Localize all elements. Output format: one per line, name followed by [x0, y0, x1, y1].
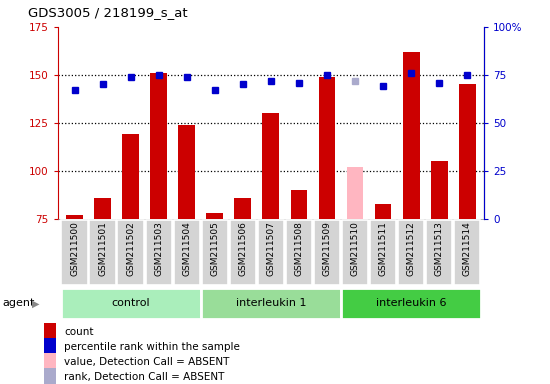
Text: count: count	[64, 327, 94, 337]
Text: GSM211502: GSM211502	[126, 221, 135, 276]
Bar	[44, 338, 56, 356]
FancyBboxPatch shape	[398, 220, 424, 285]
FancyBboxPatch shape	[258, 220, 284, 285]
Bar	[150, 73, 167, 219]
Text: GSM211506: GSM211506	[238, 221, 248, 276]
FancyBboxPatch shape	[286, 220, 312, 285]
FancyBboxPatch shape	[90, 220, 116, 285]
FancyBboxPatch shape	[342, 220, 368, 285]
Bar	[178, 125, 195, 219]
Bar	[262, 113, 279, 219]
Bar	[403, 52, 420, 219]
Bar	[290, 190, 307, 219]
Text: GSM211505: GSM211505	[210, 221, 219, 276]
Text: percentile rank within the sample: percentile rank within the sample	[64, 342, 240, 352]
FancyBboxPatch shape	[174, 220, 200, 285]
Text: GSM211508: GSM211508	[294, 221, 304, 276]
FancyBboxPatch shape	[201, 288, 341, 319]
Bar	[346, 167, 364, 219]
Bar	[459, 84, 476, 219]
Bar	[66, 215, 83, 219]
Text: GSM211503: GSM211503	[154, 221, 163, 276]
Text: GSM211511: GSM211511	[378, 221, 388, 276]
Bar	[44, 367, 56, 384]
Bar	[206, 213, 223, 219]
Text: GSM211500: GSM211500	[70, 221, 79, 276]
FancyBboxPatch shape	[230, 220, 256, 285]
FancyBboxPatch shape	[426, 220, 452, 285]
Text: interleukin 1: interleukin 1	[235, 298, 306, 308]
Text: GDS3005 / 218199_s_at: GDS3005 / 218199_s_at	[28, 6, 188, 19]
FancyBboxPatch shape	[454, 220, 480, 285]
Text: control: control	[111, 298, 150, 308]
Text: ▶: ▶	[32, 298, 40, 308]
Text: GSM211501: GSM211501	[98, 221, 107, 276]
Text: rank, Detection Call = ABSENT: rank, Detection Call = ABSENT	[64, 372, 225, 382]
Bar	[234, 198, 251, 219]
FancyBboxPatch shape	[60, 288, 201, 319]
Text: agent: agent	[3, 298, 35, 308]
Bar	[375, 204, 392, 219]
FancyBboxPatch shape	[370, 220, 396, 285]
FancyBboxPatch shape	[118, 220, 144, 285]
Text: GSM211514: GSM211514	[463, 221, 472, 276]
Text: GSM211513: GSM211513	[434, 221, 444, 276]
Bar	[44, 353, 56, 371]
Text: GSM211510: GSM211510	[350, 221, 360, 276]
Text: GSM211512: GSM211512	[406, 221, 416, 276]
Bar	[431, 161, 448, 219]
Bar	[122, 134, 139, 219]
FancyBboxPatch shape	[146, 220, 172, 285]
Text: value, Detection Call = ABSENT: value, Detection Call = ABSENT	[64, 357, 230, 367]
Bar	[94, 198, 111, 219]
Text: GSM211507: GSM211507	[266, 221, 276, 276]
FancyBboxPatch shape	[202, 220, 228, 285]
Bar	[318, 77, 336, 219]
FancyBboxPatch shape	[62, 220, 88, 285]
FancyBboxPatch shape	[314, 220, 340, 285]
Bar	[44, 323, 56, 341]
FancyBboxPatch shape	[341, 288, 481, 319]
Text: GSM211509: GSM211509	[322, 221, 332, 276]
Text: interleukin 6: interleukin 6	[376, 298, 447, 308]
Text: GSM211504: GSM211504	[182, 221, 191, 276]
